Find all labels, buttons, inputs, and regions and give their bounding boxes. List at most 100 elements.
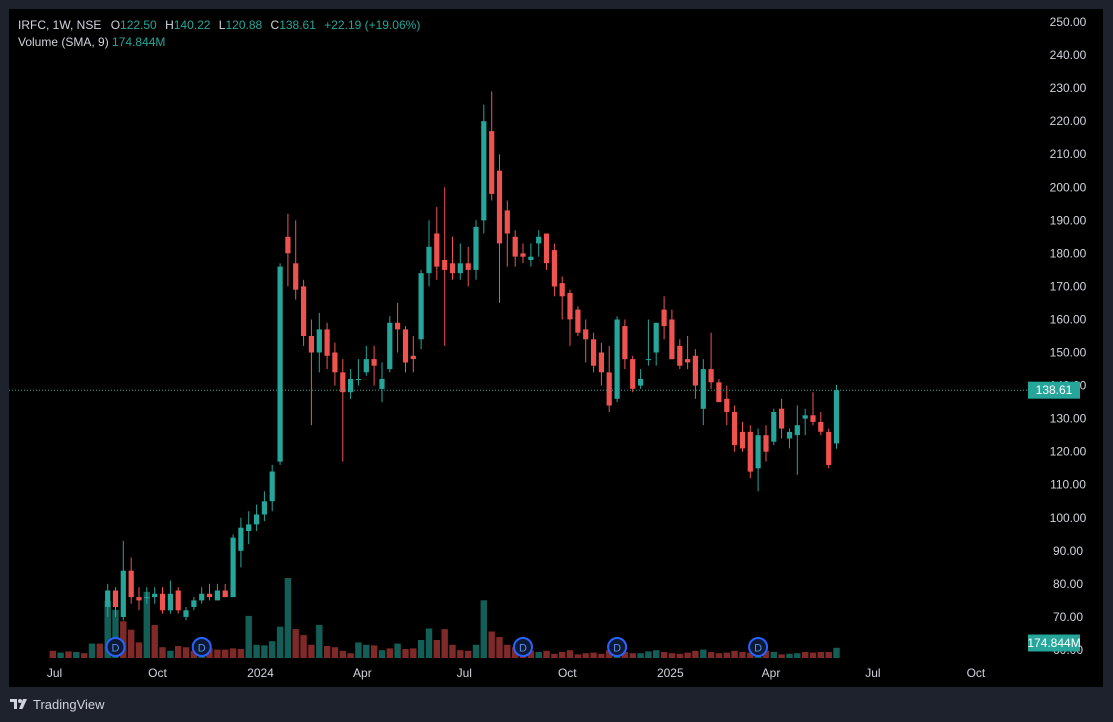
volume-bar — [762, 650, 770, 658]
candle-body — [716, 382, 722, 403]
brand-name[interactable]: TradingView — [33, 696, 105, 712]
candle-body — [457, 263, 463, 274]
price-tick-label: 180.00 — [1050, 246, 1087, 260]
candle-body — [669, 319, 675, 360]
price-axis[interactable]: 250.00 240.00 230.00 220.00 210.00 200.00 190.… — [1050, 15, 1087, 657]
candle-body — [512, 236, 518, 257]
candle — [418, 269, 424, 350]
volume-bar — [269, 641, 276, 658]
candle — [128, 557, 134, 604]
volume-bar — [112, 609, 119, 658]
candle — [191, 597, 197, 611]
time-tick-label: Oct — [558, 666, 577, 680]
candle-body — [261, 501, 267, 515]
dividend-marker: D — [748, 637, 769, 657]
candle — [301, 279, 307, 346]
candle — [340, 359, 346, 462]
tradingview-logo-icon[interactable] — [10, 698, 28, 710]
candle-body — [614, 319, 620, 399]
volume-bar — [433, 640, 440, 658]
volume-bar — [684, 652, 691, 658]
volume-bar — [645, 651, 652, 658]
candle — [786, 428, 793, 449]
candle-body — [622, 326, 628, 360]
time-axis[interactable]: Jul Oct 2024 Apr Jul Oct 2025 Apr Jul Oct — [47, 666, 986, 680]
volume-bar — [700, 649, 707, 658]
volume-bar — [135, 642, 143, 658]
price-tick-label: 230.00 — [1050, 81, 1087, 95]
candle — [630, 355, 636, 393]
dividend-marker: D — [607, 637, 628, 657]
time-tick-label: Jul — [865, 666, 880, 680]
candle — [308, 319, 314, 426]
candle-body — [308, 336, 314, 353]
volume-bar — [496, 636, 503, 658]
candles — [105, 91, 840, 621]
candle — [410, 336, 416, 373]
candle-body — [543, 233, 550, 264]
candle-body — [136, 597, 142, 601]
price-chart[interactable]: D D D D D 250.00 240.00 230.00 220.00 210.00 200.… — [9, 9, 1103, 687]
candle-body — [771, 412, 777, 442]
candle — [434, 207, 440, 280]
volume-bar — [386, 648, 393, 658]
candle — [739, 421, 746, 452]
candle-body — [348, 379, 354, 393]
volume-value: 174.844M — [112, 35, 166, 49]
candle — [567, 289, 573, 346]
volume-bar — [441, 629, 448, 658]
candle-body — [724, 398, 730, 412]
candle — [175, 587, 181, 614]
volume-bar — [425, 628, 433, 658]
candle-body — [794, 425, 800, 436]
candle — [136, 587, 142, 611]
candle — [645, 319, 651, 366]
volume-bar — [151, 624, 158, 658]
candle-body — [708, 369, 714, 383]
volume-bar — [457, 650, 464, 658]
chart-panel[interactable]: D D D D D 250.00 240.00 230.00 220.00 210.00 200.… — [9, 9, 1103, 687]
volume-bar — [292, 629, 299, 658]
symbol-title[interactable]: IRFC, 1W, NSE — [18, 18, 102, 32]
time-tick-label: 2025 — [657, 666, 684, 680]
price-tick-label: 220.00 — [1050, 114, 1087, 128]
candle — [543, 233, 550, 270]
volume-bar — [543, 650, 550, 658]
candle-body — [520, 253, 526, 257]
low-label: L — [218, 18, 226, 32]
candle-body — [426, 246, 432, 274]
candle — [598, 342, 604, 386]
volume-bar — [809, 652, 817, 658]
price-tick-label: 90.00 — [1053, 544, 1083, 558]
volume-bar — [96, 643, 103, 658]
last-volume-label-box — [1028, 634, 1080, 652]
candle-body — [677, 345, 683, 366]
price-tick-label: 130.00 — [1050, 412, 1087, 426]
close-value: 138.61 — [279, 18, 316, 32]
time-tick-label: Apr — [353, 666, 372, 680]
candle — [716, 379, 722, 403]
volume-bar — [175, 646, 182, 658]
volume-bar — [57, 652, 64, 658]
candle — [159, 587, 166, 614]
last-volume-label: 174.844M — [1027, 634, 1081, 652]
candle — [112, 587, 119, 617]
dividend-label: D — [519, 643, 527, 655]
volume-bar — [676, 653, 683, 658]
volume-label[interactable]: Volume (SMA, 9) — [18, 35, 109, 49]
candle-body — [293, 263, 299, 290]
candle — [653, 322, 659, 366]
candle — [206, 583, 213, 601]
candle — [379, 362, 385, 403]
candle — [348, 369, 354, 399]
chart-legend: IRFC, 1W, NSE O122.50 H140.22 L120.88 C1… — [18, 17, 420, 51]
volume-bar — [778, 654, 785, 658]
high-value: 140.22 — [173, 18, 211, 32]
candle-body — [567, 293, 573, 320]
volume-bar — [49, 650, 56, 658]
volume-bar — [417, 640, 425, 658]
volume-bar — [465, 650, 472, 658]
candle — [269, 464, 275, 512]
candle-body — [826, 431, 832, 465]
candle — [457, 243, 463, 280]
